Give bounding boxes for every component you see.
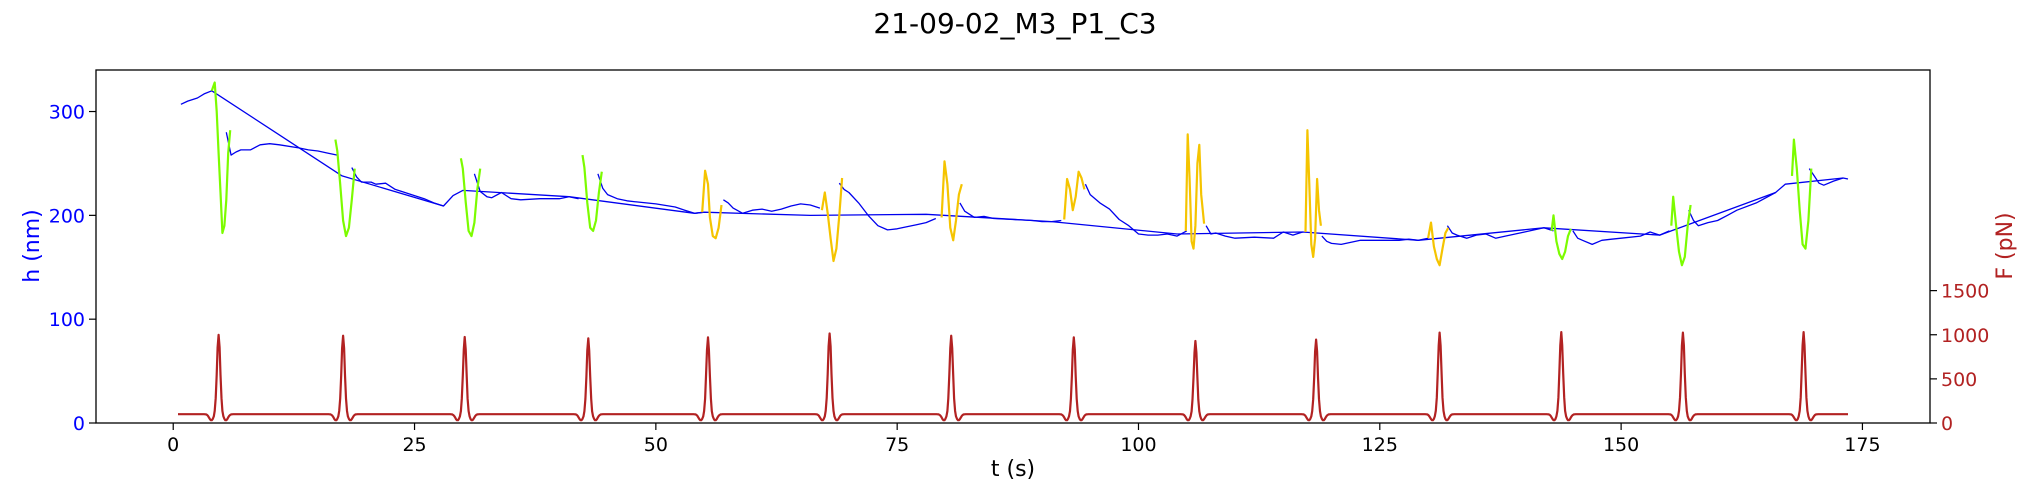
height-series-line-25	[1427, 221, 1450, 267]
x-axis: 0 25 50 75 100 125 150 175	[167, 423, 1881, 456]
height-series-line-21	[940, 160, 963, 242]
x-tick-label-0: 0	[167, 434, 179, 456]
plot-frame	[95, 69, 1931, 424]
height-series-line-1	[225, 132, 338, 156]
height-series-line-6	[838, 182, 937, 231]
y-right-tick-label-1: 500	[1941, 369, 1977, 391]
height-series-line-17	[459, 158, 482, 238]
y-right-tick-label-2: 1000	[1941, 325, 1989, 347]
height-series-line-5	[723, 199, 821, 214]
height-series-line-19	[701, 169, 723, 240]
y-axis-left: 0 100 200 300	[49, 102, 96, 435]
x-tick-label-3: 75	[885, 434, 909, 456]
y-right-tick-label-3: 1500	[1941, 281, 1989, 303]
height-series-line-14	[1808, 168, 1849, 186]
height-series-line-10	[1321, 235, 1429, 246]
y-axis-right: 0 500 1000 1500	[1930, 281, 1989, 435]
x-axis-label: t (s)	[991, 457, 1035, 482]
x-tick-label-1: 25	[402, 434, 426, 456]
y-axis-left-label: h (nm)	[20, 209, 45, 282]
y-left-tick-label-0: 0	[73, 413, 85, 435]
height-series-line-16	[334, 139, 356, 238]
height-series-line-18	[581, 154, 603, 232]
height-series-line-9	[1205, 225, 1303, 239]
height-series-line-20	[820, 177, 844, 263]
height-series-line-27	[1670, 195, 1692, 267]
height-series-line-0	[180, 90, 1844, 241]
x-tick-label-6: 150	[1603, 434, 1639, 456]
height-series-line-7	[959, 202, 1062, 223]
x-tick-label-2: 50	[644, 434, 668, 456]
height-series-line-12	[1572, 230, 1670, 246]
height-series-line-3	[473, 173, 579, 201]
x-tick-label-5: 125	[1362, 434, 1398, 456]
plot-area	[177, 81, 1849, 422]
y-right-tick-label-0: 0	[1941, 413, 1953, 435]
height-series-line-28	[1790, 138, 1813, 250]
y-left-tick-label-1: 100	[49, 309, 85, 331]
height-series-line-15	[210, 81, 232, 235]
x-tick-label-7: 175	[1844, 434, 1880, 456]
x-tick-label-4: 100	[1120, 434, 1156, 456]
y-left-tick-label-3: 300	[49, 102, 85, 124]
height-series-line-24	[1304, 129, 1322, 258]
height-series-line-4	[597, 173, 705, 214]
height-series-line-23	[1184, 133, 1206, 250]
height-series-line-22	[1063, 170, 1086, 220]
y-left-tick-label-2: 200	[49, 205, 85, 227]
force-series-line	[177, 331, 1849, 422]
height-series-line-13	[1688, 191, 1776, 227]
height-series-line-11	[1446, 225, 1554, 239]
y-axis-right-label: F (pN)	[1993, 212, 2018, 279]
chart-title: 21-09-02_M3_P1_C3	[873, 7, 1156, 40]
height-series-line-8	[1084, 183, 1188, 237]
height-series-line-2	[351, 167, 444, 207]
height-series-line-26	[1550, 214, 1572, 261]
